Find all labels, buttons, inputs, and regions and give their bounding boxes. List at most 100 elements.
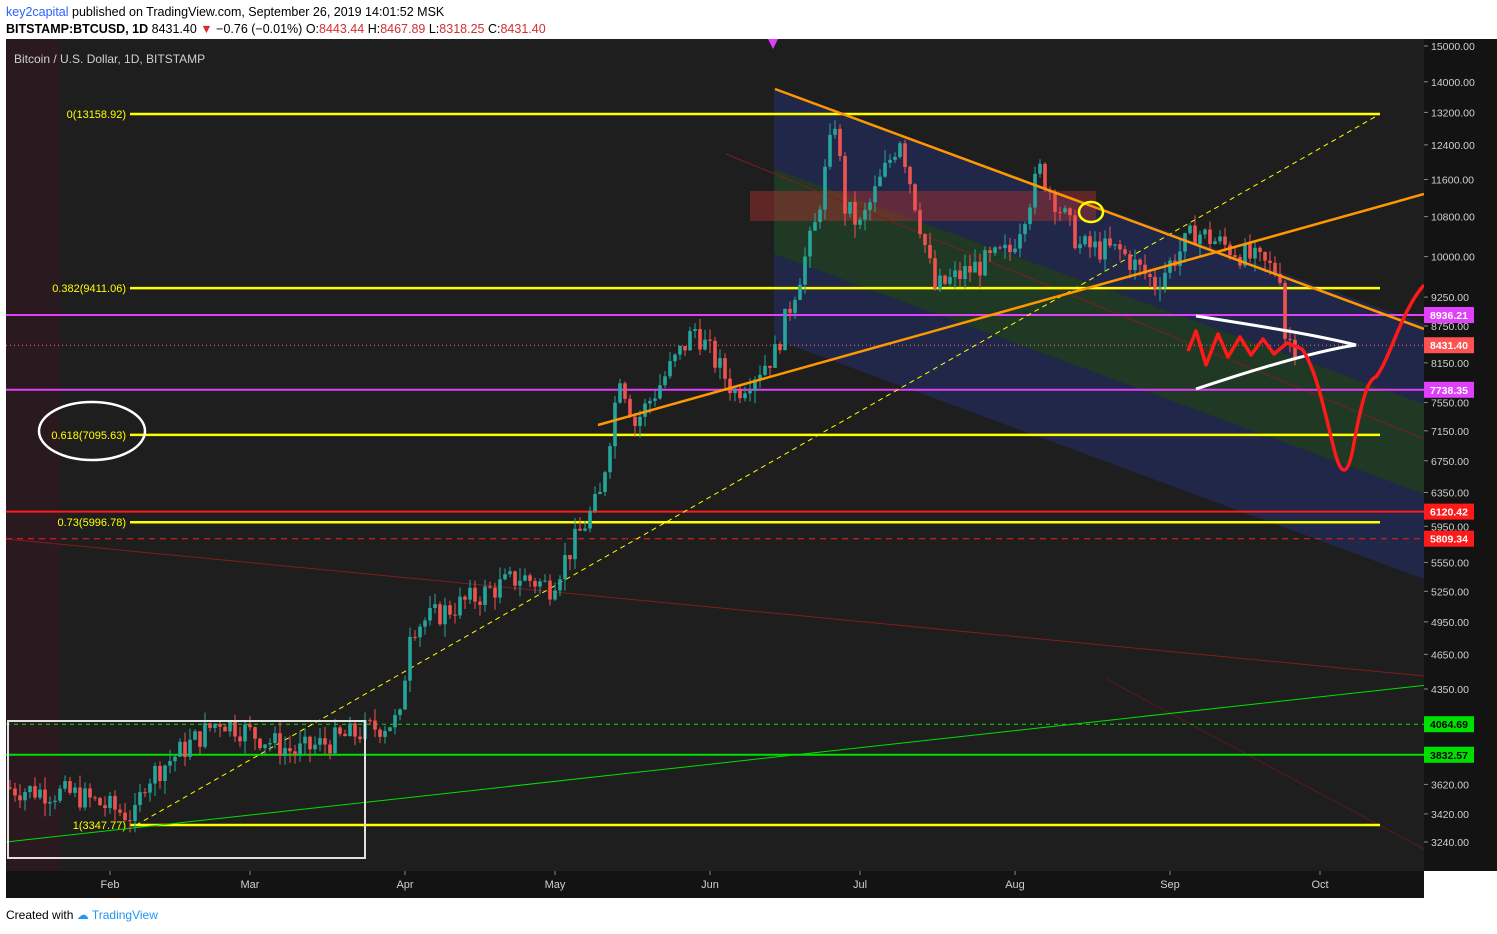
fib-level-label: 0.73(5996.78) xyxy=(58,517,127,529)
candle-body xyxy=(608,446,612,473)
candle-body xyxy=(93,797,97,799)
candle-body xyxy=(508,571,512,575)
candle-body xyxy=(1068,208,1072,216)
price-tick-label: 7150.00 xyxy=(1431,426,1469,438)
candle-body xyxy=(1253,247,1257,259)
candle-body xyxy=(1268,260,1272,263)
open-value: 8443.44 xyxy=(319,22,365,36)
candle-body xyxy=(698,329,702,350)
triangle-pattern-drawing xyxy=(1195,314,1357,391)
candle-body xyxy=(1178,251,1182,266)
candle-body xyxy=(293,751,297,755)
down-arrow-icon: ▼ xyxy=(200,22,213,36)
candle-body xyxy=(923,234,927,245)
chart-canvas[interactable]: 0(13158.92) 0.382(9411.06) 0.618(7095.63) 0… xyxy=(6,39,1424,871)
candle-body xyxy=(1283,282,1287,339)
price-tick-label: 12400.00 xyxy=(1431,140,1475,152)
candle-body xyxy=(498,579,502,598)
candle-body xyxy=(323,738,327,745)
candle-body xyxy=(388,727,392,731)
candle-body xyxy=(1073,215,1077,249)
candle-body xyxy=(678,345,682,355)
range-box xyxy=(7,720,366,859)
candle-body xyxy=(948,277,952,284)
candle-body xyxy=(793,299,797,313)
candle-body xyxy=(308,736,312,750)
time-tick-label: Jul xyxy=(853,879,867,891)
candle-body xyxy=(238,736,242,742)
time-axis[interactable]: FebMarAprMayJunJulAugSepOctNov xyxy=(6,871,1485,898)
candle-body xyxy=(1083,236,1087,245)
candle-body xyxy=(533,580,537,587)
candle-body xyxy=(983,250,987,276)
candle-body xyxy=(283,748,287,756)
author-link[interactable]: key2capital xyxy=(6,5,69,19)
tradingview-logo-icon: ☁ xyxy=(76,908,89,922)
candle-body xyxy=(1003,244,1007,249)
chart-pane[interactable]: 0(13158.92) 0.382(9411.06) 0.618(7095.63) 0… xyxy=(6,39,1424,871)
candle-body xyxy=(53,800,57,803)
fib-level-label: 0.618(7095.63) xyxy=(51,430,126,442)
candle-body xyxy=(623,383,627,399)
candle-body xyxy=(558,579,562,591)
time-tick-label: Jun xyxy=(701,879,719,891)
candle-body xyxy=(823,166,827,210)
candle-body xyxy=(1148,274,1152,277)
price-tag xyxy=(1424,503,1474,520)
candle-body xyxy=(573,528,577,560)
candle-body xyxy=(78,787,82,808)
candle-body xyxy=(648,400,652,404)
forecast-path-drawing xyxy=(1186,283,1424,472)
price-tag xyxy=(1424,530,1474,547)
low-value: 8318.25 xyxy=(439,22,485,36)
candle-body xyxy=(718,358,722,368)
candle-body xyxy=(638,416,642,426)
candle-body xyxy=(198,731,202,747)
open-label: O: xyxy=(305,22,320,36)
candle-body xyxy=(1158,287,1162,289)
highlight-circle xyxy=(1077,200,1105,224)
candle-body xyxy=(1018,234,1022,249)
candle-body xyxy=(68,781,72,793)
price-tag-label: 7738.35 xyxy=(1430,385,1468,397)
descending-resistance-line xyxy=(774,87,1424,331)
tradingview-brand[interactable]: TradingView xyxy=(91,908,158,922)
candle-body xyxy=(738,390,742,399)
candle-body xyxy=(708,339,712,341)
price-tick-label: 14000.00 xyxy=(1431,77,1475,89)
price-tag-label: 8936.21 xyxy=(1430,310,1468,322)
candle-body xyxy=(18,795,22,801)
close-value: 8431.40 xyxy=(500,22,546,36)
time-axis-canvas: FebMarAprMayJunJulAugSepOctNov xyxy=(101,871,1485,891)
candle-body xyxy=(1153,276,1157,289)
candle-body xyxy=(838,128,842,157)
candle-body xyxy=(143,792,147,794)
candle-body xyxy=(248,724,252,728)
candle-body xyxy=(643,403,647,417)
candle-body xyxy=(303,736,307,744)
fib-level-label: 1(3347.77) xyxy=(73,820,126,832)
price-tag-label: 6120.42 xyxy=(1430,507,1468,519)
candle-body xyxy=(843,156,847,214)
candle-body xyxy=(478,601,482,605)
candle-body xyxy=(178,741,182,757)
publication-header: key2capital published on TradingView.com… xyxy=(6,4,546,38)
candle-body xyxy=(1228,244,1232,256)
candle-body xyxy=(123,812,127,821)
candle-body xyxy=(463,596,467,600)
candle-body xyxy=(728,378,732,394)
price-axis[interactable]: 15000.00 14000.00 13200.00 12400.00 11600.00… xyxy=(1424,39,1497,871)
candle-body xyxy=(48,802,52,804)
change-value: −0.76 (−0.01%) xyxy=(216,22,303,36)
candle-body xyxy=(998,247,1002,249)
candle-body xyxy=(13,788,17,796)
candle-body xyxy=(753,379,757,391)
candle-body xyxy=(488,586,492,588)
low-trend-line xyxy=(1105,678,1424,850)
candle-body xyxy=(808,230,812,257)
candle-body xyxy=(458,596,462,616)
candle-body xyxy=(633,416,637,426)
price-tick-label: 4950.00 xyxy=(1431,617,1469,629)
price-tick-label: 8150.00 xyxy=(1431,358,1469,370)
candle-body xyxy=(973,261,977,273)
